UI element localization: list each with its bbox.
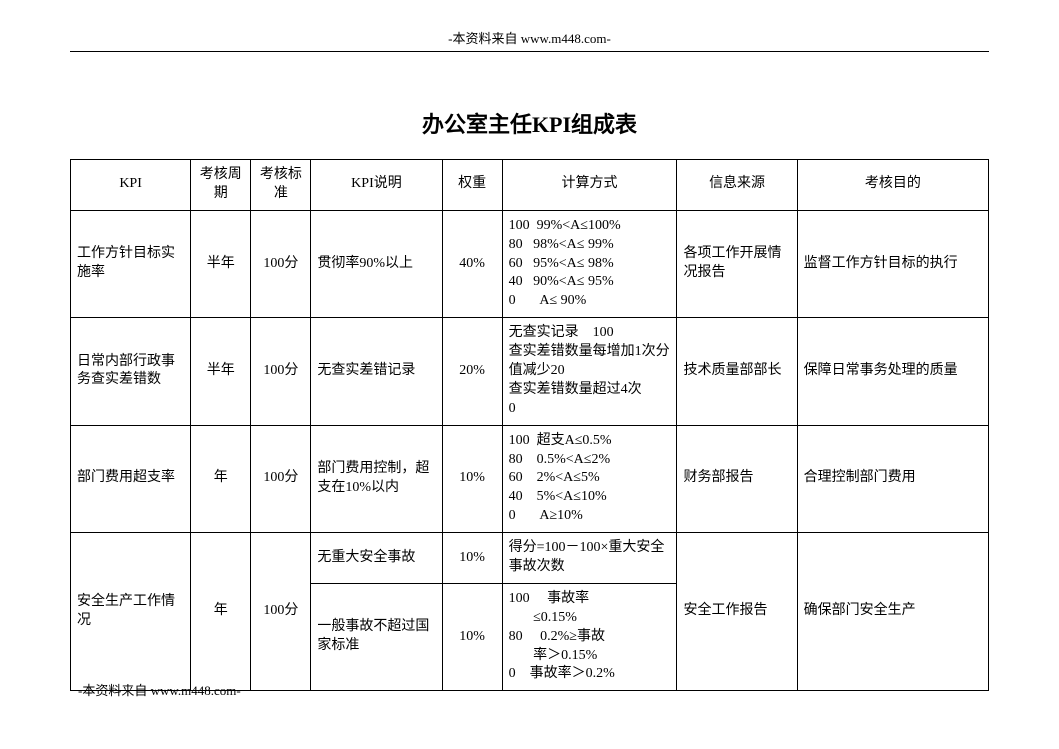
table-row: 部门费用超支率年100分部门费用控制，超支在10%以内10%100 超支A≤0.… bbox=[71, 425, 989, 532]
calc-cell: 得分=100－100×重大安全事故次数 bbox=[502, 533, 677, 584]
kpi-cell: 部门费用超支率 bbox=[71, 425, 191, 532]
header-rule bbox=[70, 51, 989, 52]
page-title: 办公室主任KPI组成表 bbox=[0, 107, 1059, 139]
calc-cell: 无查实记录 100查实差错数量每增加1次分值减少20查实差错数量超过4次 0 bbox=[502, 318, 677, 425]
kpi-table-wrap: KPI考核周期考核标准KPI说明权重计算方式信息来源考核目的 工作方针目标实施率… bbox=[70, 159, 989, 691]
source-cell: 财务部报告 bbox=[677, 425, 797, 532]
weight-cell: 10% bbox=[442, 533, 502, 584]
standard-cell: 100分 bbox=[251, 533, 311, 691]
col-header: 计算方式 bbox=[502, 160, 677, 211]
table-row: 工作方针目标实施率半年100分贯彻率90%以上40%100 99%<A≤100%… bbox=[71, 210, 989, 317]
source-cell: 安全工作报告 bbox=[677, 533, 797, 691]
desc-cell: 无查实差错记录 bbox=[311, 318, 442, 425]
table-header-row: KPI考核周期考核标准KPI说明权重计算方式信息来源考核目的 bbox=[71, 160, 989, 211]
weight-cell: 20% bbox=[442, 318, 502, 425]
weight-cell: 10% bbox=[442, 425, 502, 532]
weight-cell: 10% bbox=[442, 583, 502, 690]
standard-cell: 100分 bbox=[251, 425, 311, 532]
col-header: 考核目的 bbox=[797, 160, 988, 211]
kpi-table: KPI考核周期考核标准KPI说明权重计算方式信息来源考核目的 工作方针目标实施率… bbox=[70, 159, 989, 691]
period-cell: 年 bbox=[191, 425, 251, 532]
source-cell: 各项工作开展情况报告 bbox=[677, 210, 797, 317]
col-header: 考核标准 bbox=[251, 160, 311, 211]
page-header: -本资料来自 www.m448.com- bbox=[0, 0, 1059, 47]
desc-cell: 一般事故不超过国家标准 bbox=[311, 583, 442, 690]
page-footer: -本资料来自 www.m448.com- bbox=[78, 680, 241, 699]
weight-cell: 40% bbox=[442, 210, 502, 317]
purpose-cell: 监督工作方针目标的执行 bbox=[797, 210, 988, 317]
period-cell: 年 bbox=[191, 533, 251, 691]
calc-cell: 100 事故率 ≤0.15%80 0.2%≥事故 率＞0.15%0 事故率＞0.… bbox=[502, 583, 677, 690]
col-header: KPI说明 bbox=[311, 160, 442, 211]
standard-cell: 100分 bbox=[251, 210, 311, 317]
desc-cell: 部门费用控制，超支在10%以内 bbox=[311, 425, 442, 532]
desc-cell: 贯彻率90%以上 bbox=[311, 210, 442, 317]
kpi-cell: 安全生产工作情况 bbox=[71, 533, 191, 691]
col-header: 考核周期 bbox=[191, 160, 251, 211]
standard-cell: 100分 bbox=[251, 318, 311, 425]
purpose-cell: 合理控制部门费用 bbox=[797, 425, 988, 532]
col-header: 信息来源 bbox=[677, 160, 797, 211]
table-row: 安全生产工作情况年100分无重大安全事故10%得分=100－100×重大安全事故… bbox=[71, 533, 989, 584]
period-cell: 半年 bbox=[191, 210, 251, 317]
col-header: KPI bbox=[71, 160, 191, 211]
table-row: 日常内部行政事务查实差错数半年100分无查实差错记录20%无查实记录 100查实… bbox=[71, 318, 989, 425]
kpi-cell: 日常内部行政事务查实差错数 bbox=[71, 318, 191, 425]
purpose-cell: 确保部门安全生产 bbox=[797, 533, 988, 691]
source-cell: 技术质量部部长 bbox=[677, 318, 797, 425]
calc-cell: 100 99%<A≤100%80 98%<A≤ 99%60 95%<A≤ 98%… bbox=[502, 210, 677, 317]
purpose-cell: 保障日常事务处理的质量 bbox=[797, 318, 988, 425]
period-cell: 半年 bbox=[191, 318, 251, 425]
col-header: 权重 bbox=[442, 160, 502, 211]
kpi-cell: 工作方针目标实施率 bbox=[71, 210, 191, 317]
calc-cell: 100 超支A≤0.5%80 0.5%<A≤2%60 2%<A≤5%40 5%<… bbox=[502, 425, 677, 532]
desc-cell: 无重大安全事故 bbox=[311, 533, 442, 584]
